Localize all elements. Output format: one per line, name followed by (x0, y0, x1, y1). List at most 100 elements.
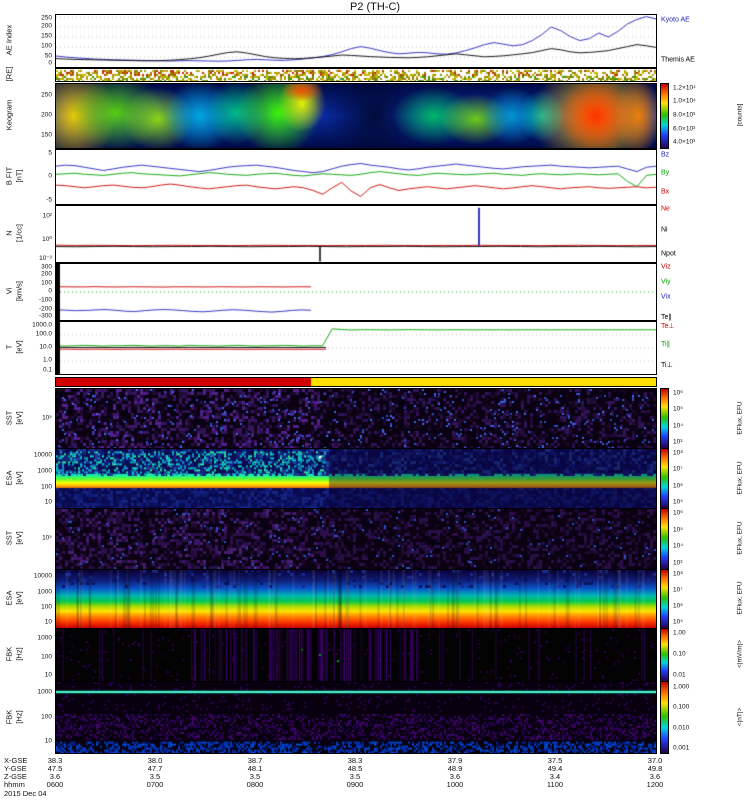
series-label-velocity-1-viy: Viy (661, 279, 671, 286)
y-tick-label-ae-250: 250 (22, 15, 52, 22)
fbk_e-canvas (56, 629, 656, 681)
series-label-ae-0-kyoto-ae: Kyoto AE (661, 17, 690, 24)
y-tick-label-velocity-100: 100 (22, 280, 52, 287)
panel-fbk_e: FBK [Hz] 1000 100 10 1.00 0.10 0.01 <|mV/m|> (0, 628, 750, 680)
x-axis-tick-label-4: 1000 (447, 780, 464, 789)
y-tick-label-keogram-200: 200 (22, 112, 52, 119)
colorbar-tick-sst_i-10: 10⁶ (673, 389, 683, 396)
colorbar-tick-sst_i-10: 10⁵ (673, 406, 683, 413)
density-canvas (56, 206, 656, 262)
colorbar-unit-keogram: [counts] (737, 104, 744, 127)
y-tick-label-temp-10-0: 10.0 (22, 344, 52, 351)
colorbar-tick-keogram-8-0-10: 8.0×10³ (673, 112, 695, 119)
plot-area-fbk_b (55, 681, 657, 754)
bfit-canvas (56, 150, 656, 204)
colorbar-tick-esa_i-10: 10⁵ (673, 499, 683, 506)
y-tick-label-fbk_b-1000: 1000 (22, 688, 52, 695)
y-tick-label-bfit-0: 0 (22, 173, 52, 180)
colorbar-fbk_e (660, 628, 669, 682)
colorbar-tick-fbk_e-1-00: 1.00 (673, 630, 686, 637)
date-label: 2015 Dec 04 (4, 789, 47, 798)
series-label-density-1-ni: Ni (661, 227, 668, 234)
y-tick-label-velocity-100: -100 (22, 296, 52, 303)
colorbar-unit-esa_e: EFlux, EFU (737, 581, 744, 614)
y-tick-label-fbk_b-100: 100 (22, 713, 52, 720)
footer-row-label-hhmm: hhmm (4, 780, 25, 789)
y-tick-label-fbk_e-1000: 1000 (22, 635, 52, 642)
series-label-density-0-ne: Ne (661, 206, 670, 213)
series-label-velocity-2-vix: Vix (661, 293, 671, 300)
y-tick-label-esa_i-10000: 10000 (22, 452, 52, 459)
panel-temp: T [eV] 1000.0 100.0 10.0 1.0 0.1 Te⊥ Ti∥ Ti⊥ (0, 321, 750, 373)
y-tick-label-ae-100: 100 (22, 43, 52, 50)
y-axis-title-density: N (5, 230, 14, 235)
y-tick-label-temp-1-0: 1.0 (22, 357, 52, 364)
temp-canvas (56, 322, 656, 374)
series-label-temp-2-ti: Ti⊥ (661, 361, 673, 369)
y-tick-label-keogram-150: 150 (22, 132, 52, 139)
x-axis-tick-label-1: 0700 (147, 780, 164, 789)
sst_e-canvas (56, 509, 656, 569)
panel-modebar (0, 377, 750, 385)
y-tick-label-sst_e-10: 10⁵ (22, 535, 52, 542)
x-axis-tick-label-3: 0900 (347, 780, 364, 789)
series-label-density-2-npot: Npot (661, 251, 676, 258)
y-tick-label-velocity-300: -300 (22, 313, 52, 320)
y-tick-label-fbk_e-10: 10 (22, 671, 52, 678)
ae-canvas (56, 15, 656, 67)
panel-velocity: Vi [km/s] 300 200 100 0 -100 -200 -300 Viz Viy Vix T… (0, 263, 750, 319)
panel-esa_e: ESA [eV] 10000 1000 100 10 10⁸ 10⁷ 10⁶ 10⁵ EFlux, … (0, 569, 750, 627)
x-axis-tick-label-0: 0600 (47, 780, 64, 789)
y-tick-label-sst_i-10: 10⁵ (22, 414, 52, 421)
colorbar-sst_i (660, 388, 669, 449)
modebar-canvas (56, 378, 656, 386)
panel-fbk_b: FBK [Hz] 1000 100 10 1.000 0.100 0.010 0.001 <|nT… (0, 681, 750, 752)
y-tick-label-ae-0: 0 (22, 60, 52, 67)
panel-avail: [RE] (0, 68, 750, 80)
x-axis-tick-label-6: 1200 (647, 780, 664, 789)
colorbar-sst_e (660, 508, 669, 570)
colorbar-tick-fbk_b-0-010: 0.010 (673, 724, 689, 731)
colorbar-tick-esa_e-10: 10⁶ (673, 603, 683, 610)
panel-density: N [1/cc] 10² 10⁰ 10⁻² Ne Ni Npot (0, 205, 750, 261)
colorbar-keogram (660, 83, 669, 149)
plot-area-esa_i (55, 448, 657, 509)
colorbar-tick-fbk_e-0-01: 0.01 (673, 671, 686, 678)
panel-esa_i: ESA [eV] 10000 1000 100 10 10⁸ 10⁷ 10⁶ 10⁵ EFlux, … (0, 448, 750, 507)
y-tick-label-esa_e-10000: 10000 (22, 572, 52, 579)
y-tick-label-esa_i-10: 10 (22, 499, 52, 506)
colorbar-tick-fbk_b-0-001: 0.001 (673, 744, 689, 751)
y-axis-title-keogram: Keogram (5, 100, 14, 130)
y-tick-label-esa_e-1000: 1000 (22, 588, 52, 595)
plot-area-fbk_e (55, 628, 657, 682)
colorbar-tick-keogram-1-0-10: 1.0×10⁴ (673, 97, 696, 104)
colorbar-unit-fbk_e: <|mV/m|> (737, 640, 744, 668)
y-tick-label-density-10: 10² (22, 213, 52, 220)
y-tick-label-velocity-200: 200 (22, 271, 52, 278)
colorbar-tick-sst_e-10: 10⁶ (673, 509, 683, 516)
avail-canvas (56, 69, 656, 81)
plot-area-esa_e (55, 569, 657, 629)
colorbar-tick-esa_i-10: 10⁶ (673, 482, 683, 489)
colorbar-tick-sst_e-10: 10³ (673, 560, 682, 567)
esa_e-canvas (56, 570, 656, 628)
colorbar-tick-fbk_b-1-000: 1.000 (673, 683, 689, 690)
esa_i-canvas (56, 449, 656, 508)
plot-area-velocity (55, 263, 657, 321)
series-label-velocity-0-viz: Viz (661, 264, 671, 271)
y-axis-title-velocity: Vi (5, 288, 14, 295)
fbk_b-canvas (56, 682, 656, 753)
y-tick-label-temp-100-0: 100.0 (22, 331, 52, 338)
series-label-bfit-2-bx: Bx (661, 189, 669, 196)
y-tick-label-keogram-250: 250 (22, 91, 52, 98)
y-axis-title-esa_e: ESA (5, 590, 14, 605)
panel-keogram: Keogram 250 200 150 1.2×10⁴ 1.0×10⁴ 8.0×10³ 6.0… (0, 83, 750, 147)
y-tick-label-bfit-5: -5 (22, 197, 52, 204)
y-axis-title-ae: AE Index (5, 25, 14, 55)
series-label-ae-1-themis-ae: Themis AE (661, 56, 695, 63)
y-tick-label-fbk_e-100: 100 (22, 653, 52, 660)
plot-page: P2 (TH-C) 2015 Dec 04 AE Index 250 200 150 1… (0, 0, 750, 800)
plot-area-sst_i (55, 388, 657, 449)
colorbar-unit-fbk_b: <|nT|> (737, 707, 744, 726)
series-label-temp-1-ti: Ti∥ (661, 340, 670, 348)
